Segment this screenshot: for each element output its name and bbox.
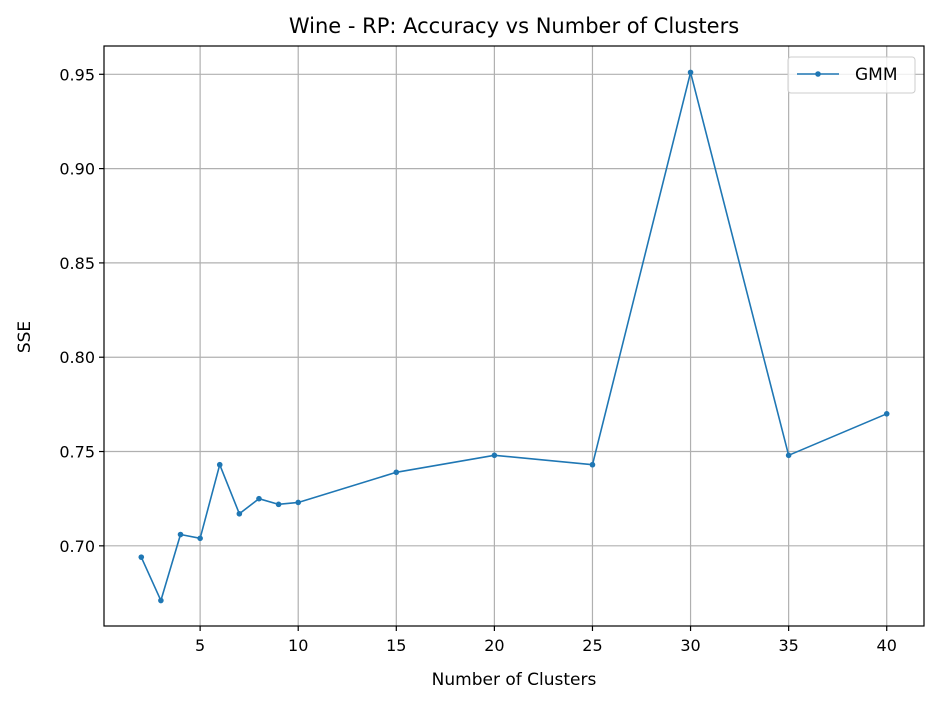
legend-marker-icon xyxy=(815,71,821,77)
data-point xyxy=(236,510,243,517)
data-point xyxy=(883,411,890,417)
data-point xyxy=(216,461,223,468)
y-tick-label: 0.85 xyxy=(59,254,95,273)
chart-title: Wine - RP: Accuracy vs Number of Cluster… xyxy=(289,14,739,38)
x-tick-label: 35 xyxy=(778,636,798,655)
axis-ticks: 5 10 15 20 25 30 35 40 0.70 0.75 0.80 0.85 0.90 0.95 xyxy=(59,65,897,655)
x-tick-label: 40 xyxy=(877,636,897,655)
y-tick-label: 0.80 xyxy=(59,348,95,367)
y-tick-label: 0.95 xyxy=(59,65,95,84)
legend: GMM xyxy=(787,56,916,94)
data-point xyxy=(687,69,694,76)
data-point xyxy=(256,495,262,502)
x-tick-label: 15 xyxy=(386,636,406,655)
x-tick-label: 25 xyxy=(582,636,602,655)
data-point xyxy=(158,597,164,604)
y-axis-label: SSE xyxy=(15,321,35,353)
data-point xyxy=(197,535,203,542)
series-layer xyxy=(138,69,890,604)
data-point xyxy=(785,452,792,459)
plot-area-frame xyxy=(103,45,925,627)
x-tick-label: 5 xyxy=(195,636,205,655)
x-tick-label: 10 xyxy=(288,636,308,655)
data-point xyxy=(491,452,498,459)
series-line-gmm xyxy=(140,71,888,602)
x-tick-label: 30 xyxy=(680,636,700,655)
legend-label-gmm: GMM xyxy=(855,65,898,85)
data-point xyxy=(177,531,184,538)
legend-box xyxy=(787,56,916,94)
y-tick-label: 0.70 xyxy=(59,537,95,556)
data-point xyxy=(275,501,282,508)
x-tick-label: 20 xyxy=(484,636,504,655)
data-point xyxy=(138,554,145,560)
data-point xyxy=(393,469,400,476)
y-tick-label: 0.75 xyxy=(59,443,95,462)
x-axis-label: Number of Clusters xyxy=(432,670,597,690)
data-point xyxy=(589,461,596,468)
data-point xyxy=(295,499,302,506)
grid xyxy=(104,46,924,626)
y-tick-label: 0.90 xyxy=(59,160,95,179)
